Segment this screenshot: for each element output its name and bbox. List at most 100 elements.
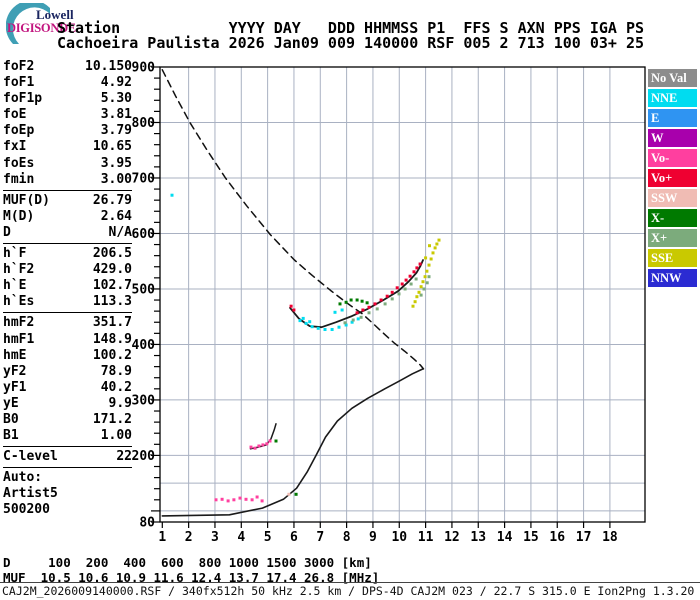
svg-text:3: 3 (211, 530, 219, 545)
param-row: foEp 3.79 (3, 123, 132, 139)
logo-lowell-text: Lowell (36, 7, 74, 22)
param-row: Auto: (3, 470, 132, 486)
distance-row: D 100 200 400 600 800 1000 1500 3000 [km… (3, 555, 372, 570)
svg-text:16: 16 (549, 530, 565, 545)
svg-text:5: 5 (264, 530, 272, 545)
param-label: MUF(D) (3, 192, 50, 208)
svg-text:80: 80 (139, 516, 155, 531)
param-label: foF1 (3, 75, 35, 91)
param-label: hmE (3, 347, 27, 363)
param-label: hmF1 (3, 331, 35, 347)
legend-item: NNW (648, 269, 697, 287)
header-station-values: Cachoeira Paulista 2026 Jan09 009 140000… (57, 34, 644, 52)
param-value: 102.7 (92, 278, 132, 294)
plot-frame (159, 66, 646, 523)
param-label: yE (3, 395, 19, 411)
param-label: fxI (3, 139, 27, 155)
param-value: 113.3 (92, 294, 132, 310)
x-axis-labels: 1 2 3 4 5 6 7 8 9 10 11 12 13 14 15 16 17 18 (158, 530, 618, 545)
param-row: yF2 78.9 (3, 364, 132, 380)
param-value: 2.64 (100, 208, 132, 224)
header-column-titles: Station YYYY DAY DDD HHMMSS P1 FFS S AXN… (57, 19, 644, 37)
svg-text:4: 4 (237, 530, 245, 545)
legend-item: W (648, 129, 697, 147)
svg-text:14: 14 (497, 530, 513, 545)
digisonde-swoosh-icon (6, 3, 50, 44)
legend-item: NNE (648, 89, 697, 107)
legend-item: No Val (648, 69, 697, 87)
param-divider (3, 189, 132, 191)
trace-muf-transmission-curve (161, 69, 425, 370)
param-row: C-level 22 (3, 449, 132, 465)
muf-row: MUF 10.5 10.6 10.9 11.6 12.4 13.7 17.4 2… (3, 570, 380, 585)
param-value: 40.2 (100, 379, 132, 395)
trace-X+ (343, 275, 431, 325)
param-row: M(D) 2.64 (3, 209, 132, 225)
param-label: 500200 (3, 502, 50, 518)
param-label: foEs (3, 155, 35, 171)
param-label: fmin (3, 171, 35, 187)
legend-item: SSE (648, 249, 697, 267)
param-value: 351.7 (92, 315, 132, 331)
legend-item: Vo- (648, 149, 697, 167)
param-divider (3, 446, 132, 448)
param-label: C-level (3, 449, 58, 465)
trace-SSE (411, 238, 441, 308)
trace-electron-density-profile (161, 368, 424, 517)
svg-text:15: 15 (523, 530, 539, 545)
param-label: B1 (3, 428, 19, 444)
param-row: foF2 10.150 (3, 59, 132, 75)
param-divider (3, 243, 132, 245)
param-row: hmF1 148.9 (3, 332, 132, 348)
param-label: h`E (3, 278, 27, 294)
param-row: h`F2 429.0 (3, 262, 132, 278)
param-row: hmE 100.2 (3, 348, 132, 364)
svg-text:17: 17 (576, 530, 592, 545)
legend-item: X- (648, 209, 697, 227)
axis-ticks (151, 66, 611, 528)
svg-text:700: 700 (132, 171, 156, 186)
param-row: foF1 4.92 (3, 75, 132, 91)
svg-text:9: 9 (369, 530, 377, 545)
doppler-direction-legend: No Val NNE E W Vo- Vo+ SSW X- X+ SSE NNW (648, 69, 697, 289)
param-row: fxI 10.65 (3, 139, 132, 155)
param-value: N/A (108, 224, 132, 240)
trace-f2-o-trace (289, 259, 424, 329)
svg-text:12: 12 (444, 530, 460, 545)
param-value: 3.81 (100, 107, 132, 123)
param-value: 429.0 (92, 262, 132, 278)
param-row: foF1p 5.30 (3, 91, 132, 107)
param-value: 4.92 (100, 75, 132, 91)
svg-text:6: 6 (290, 530, 298, 545)
param-label: h`F (3, 246, 27, 262)
param-label: yF2 (3, 363, 27, 379)
param-value: 171.2 (92, 411, 132, 427)
param-row: h`E 102.7 (3, 278, 132, 294)
legend-item: X+ (648, 229, 697, 247)
param-row: D N/A (3, 225, 132, 241)
svg-text:800: 800 (132, 116, 156, 131)
param-label: foF2 (3, 59, 35, 74)
trace-SSW (287, 492, 291, 496)
param-value: 3.79 (100, 123, 132, 139)
param-row: h`Es 113.3 (3, 294, 132, 310)
trace-X- (274, 298, 369, 496)
svg-text:11: 11 (418, 530, 434, 545)
param-value: 10.150 (85, 59, 132, 74)
svg-text:400: 400 (132, 338, 156, 353)
param-label: B0 (3, 411, 19, 427)
svg-text:900: 900 (132, 61, 156, 76)
legend-item: E (648, 109, 697, 127)
svg-text:2: 2 (185, 530, 193, 545)
param-label: foEp (3, 123, 35, 139)
param-label: h`F2 (3, 262, 35, 278)
param-value: 9.9 (108, 395, 132, 411)
param-value: 26.79 (92, 192, 132, 208)
param-label: Auto: (3, 470, 43, 486)
trace-Vo- (214, 439, 272, 503)
svg-text:13: 13 (470, 530, 486, 545)
param-row: hmF2 351.7 (3, 315, 132, 331)
svg-text:10: 10 (391, 530, 407, 545)
